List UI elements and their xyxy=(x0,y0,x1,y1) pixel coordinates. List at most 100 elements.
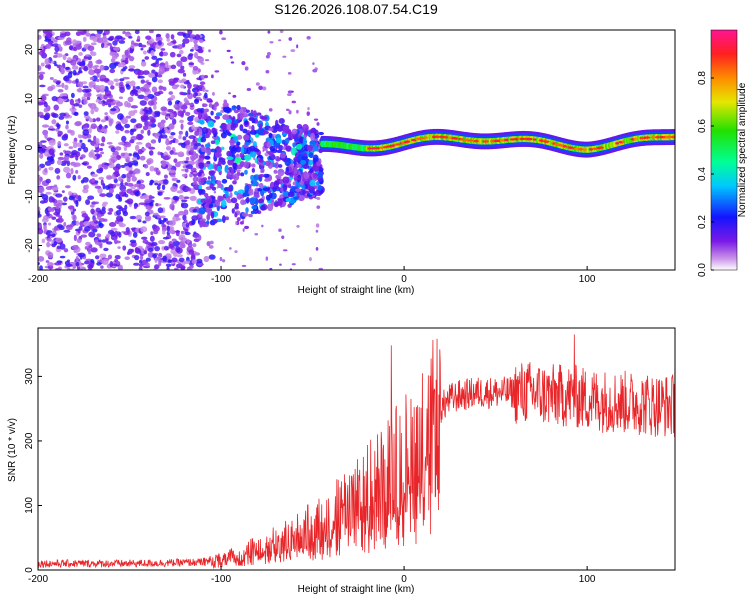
spectrogram-cell xyxy=(152,212,159,216)
spectrogram-cell xyxy=(101,258,109,265)
spectrogram-cell xyxy=(73,162,81,167)
spectrogram-cell xyxy=(181,173,188,178)
spectrogram-cell xyxy=(206,160,211,165)
spectrogram-cell xyxy=(94,84,101,91)
spectrogram-cell xyxy=(277,198,283,206)
spectrogram-cell xyxy=(213,104,217,111)
spectrogram-cell xyxy=(252,110,257,118)
spectrogram-cell xyxy=(281,132,288,136)
spectrogram-cell xyxy=(140,79,146,84)
spectrogram-cell xyxy=(198,207,206,215)
spectrogram-cell xyxy=(139,255,144,261)
spectrogram-cell xyxy=(38,30,41,33)
spectrogram-cell xyxy=(163,245,169,251)
spectrogram-cell xyxy=(122,211,129,217)
spectrogram-cell xyxy=(198,39,204,44)
spectrogram-cell xyxy=(219,256,223,262)
spectrogram-cell xyxy=(297,153,304,161)
spectrogram-cell xyxy=(249,129,257,135)
spectrogram-cell xyxy=(177,44,183,50)
spectrogram-cell xyxy=(284,138,290,144)
spectrogram-cell xyxy=(158,85,165,90)
spectrogram-cell xyxy=(89,102,97,110)
spectrogram-cell xyxy=(57,89,64,93)
spectrogram-cell xyxy=(92,216,97,222)
spectrogram-cell xyxy=(68,45,74,51)
spectrogram-cell xyxy=(187,30,193,35)
spectrogram-cell xyxy=(138,259,143,264)
spectrogram-cell xyxy=(229,55,233,59)
spectrogram-cell xyxy=(473,139,479,143)
spectrogram-cell xyxy=(128,65,136,69)
spectrogram-cell xyxy=(188,249,195,255)
spectrogram-x-axis-label: Height of straight line (km) xyxy=(298,285,415,296)
spectrogram-cell xyxy=(87,61,93,68)
spectrogram-cell xyxy=(208,170,216,174)
spectrogram-cell xyxy=(241,61,246,66)
spectrogram-cell xyxy=(454,137,458,140)
spectrogram-cell xyxy=(106,233,111,238)
spectrogram-cell xyxy=(318,167,324,172)
spectrogram-cell xyxy=(189,48,194,52)
spectrogram-cell xyxy=(312,172,318,179)
spectrogram-cell xyxy=(312,154,319,163)
spectrogram-cell xyxy=(56,199,63,204)
spectrogram-cell xyxy=(109,68,116,74)
spectrogram-cell xyxy=(175,217,181,221)
spectrogram-cell xyxy=(53,184,58,188)
spectrogram-cell xyxy=(151,76,158,83)
spectrogram-cell xyxy=(200,136,207,143)
spectrogram-cell xyxy=(102,183,106,190)
spectrogram-cell xyxy=(291,100,297,104)
spectrogram-cell xyxy=(87,247,91,253)
spectrogram-cell xyxy=(261,224,264,228)
spectrogram-cell xyxy=(313,138,318,142)
spectrogram-cell xyxy=(98,84,106,91)
spectrogram-cell xyxy=(55,193,63,198)
spectrogram-cell xyxy=(156,185,161,191)
spectrogram-cell xyxy=(130,43,135,49)
spectrogram-cell xyxy=(38,51,42,55)
spectrogram-cell xyxy=(258,123,263,131)
spectrogram-cell xyxy=(241,264,247,267)
spectrogram-cell xyxy=(128,68,135,72)
spectrogram-cell xyxy=(43,224,47,231)
spectrogram-cell xyxy=(120,182,124,186)
spectrogram-cell xyxy=(54,262,62,266)
spectrogram-cell xyxy=(177,79,185,84)
spectrogram-cell xyxy=(306,35,311,40)
spectrogram-cell xyxy=(133,168,141,175)
spectrogram-cell xyxy=(419,137,425,140)
spectrogram-cell xyxy=(88,69,96,76)
spectrogram-cell xyxy=(96,262,102,266)
spectrogram-cell xyxy=(244,184,250,193)
spectrogram-cell xyxy=(200,146,206,153)
spectrogram-cell xyxy=(315,223,320,228)
y-tick-label: 0 xyxy=(24,567,35,573)
spectrogram-cell xyxy=(221,178,228,184)
spectrogram-cell xyxy=(45,30,50,37)
spectrogram-cell xyxy=(130,128,137,132)
spectrogram-cell xyxy=(202,103,208,107)
spectrogram-cell xyxy=(214,115,221,120)
spectrogram-cell xyxy=(240,114,244,120)
spectrogram-cell xyxy=(175,230,180,237)
spectrogram-cell xyxy=(149,235,155,242)
spectrogram-cell xyxy=(188,103,195,106)
spectrogram-cell xyxy=(254,197,259,206)
spectrogram-cell xyxy=(172,195,180,201)
spectrogram-cell xyxy=(240,172,245,177)
spectrogram-cell xyxy=(160,50,164,57)
spectrogram-cell xyxy=(282,249,288,252)
spectrogram-cell xyxy=(275,174,280,179)
spectrogram-cell xyxy=(293,166,298,175)
spectrogram-cell xyxy=(194,130,200,137)
spectrogram-cell xyxy=(391,144,396,147)
spectrogram-cell xyxy=(139,100,147,106)
spectrogram-cell xyxy=(148,146,156,150)
spectrogram-cell xyxy=(95,59,103,65)
spectrogram-cell xyxy=(89,225,96,230)
spectrogram-cell xyxy=(59,243,66,250)
spectrogram-cell xyxy=(243,161,250,169)
